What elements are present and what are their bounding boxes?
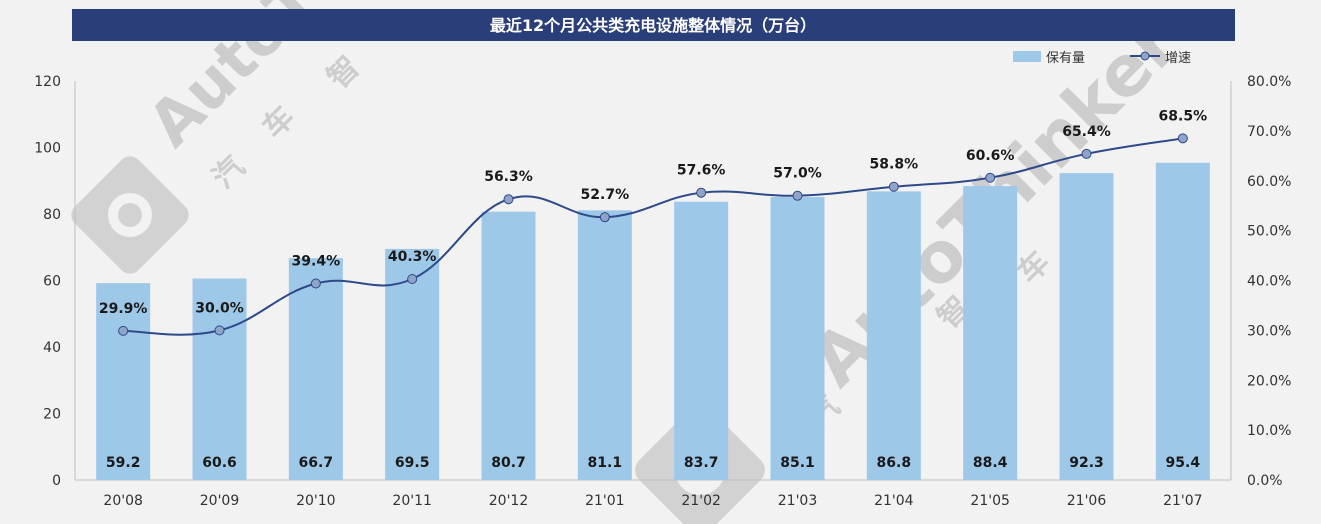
bar-value-label: 80.7 [491, 455, 526, 471]
bar-value-label: 95.4 [1166, 455, 1201, 471]
plot-area: 0 20 40 60 80 100 120 0.0% 10.0% 20.0% 30.0% 40.0% 5… [34, 74, 1291, 509]
bar-value-label: 66.7 [299, 455, 334, 471]
bar [866, 191, 921, 480]
watermark-cn-2: 车 [256, 100, 302, 146]
watermark-cn-3: 智 [321, 50, 367, 96]
x-tick-label: 21'04 [874, 493, 914, 509]
x-tick-label: 21'02 [681, 493, 720, 509]
growth-point [407, 274, 418, 285]
growth-value-label: 30.0% [195, 300, 244, 316]
y-tick-label: 120 [34, 74, 61, 90]
x-tick-label: 21'03 [778, 493, 817, 509]
chart-title: 最近12个月公共类充电设施整体情况（万台） [490, 16, 816, 35]
y2-tick-label: 60.0% [1247, 174, 1291, 190]
growth-point [503, 194, 514, 205]
y-tick-label: 100 [34, 141, 61, 157]
bar-value-label: 86.8 [877, 455, 912, 471]
bar [770, 197, 825, 481]
growth-point [118, 325, 129, 336]
y-tick-label: 40 [43, 340, 61, 356]
legend-line-marker [1140, 51, 1150, 61]
bar-value-label: 60.6 [202, 455, 237, 471]
bar [674, 201, 729, 480]
growth-point [599, 212, 610, 223]
bar-value-label: 69.5 [395, 455, 430, 471]
x-tick-label: 21'05 [970, 493, 1009, 509]
bar [1155, 162, 1210, 481]
legend-line-label: 增速 [1165, 51, 1191, 66]
y2-tick-label: 20.0% [1247, 373, 1291, 389]
y-tick-label: 0 [52, 473, 61, 489]
growth-value-label: 56.3% [484, 169, 533, 185]
growth-point [1081, 148, 1092, 159]
growth-point [214, 325, 225, 336]
legend: 保有量 增速 [1013, 51, 1191, 66]
bar-value-label: 81.1 [588, 455, 623, 471]
growth-point [888, 181, 899, 192]
y-tick-label: 80 [43, 207, 61, 223]
growth-value-label: 57.6% [677, 163, 726, 179]
bar [1059, 173, 1114, 481]
growth-value-label: 57.0% [773, 166, 822, 182]
y2-tick-label: 80.0% [1247, 74, 1291, 90]
growth-value-label: 40.3% [388, 249, 437, 265]
growth-point [792, 190, 803, 201]
x-tick-label: 20'08 [103, 493, 142, 509]
bar [192, 278, 247, 480]
growth-point [985, 172, 996, 183]
y2-tick-label: 10.0% [1247, 423, 1291, 439]
growth-value-label: 60.6% [966, 148, 1015, 164]
y2-tick-label: 30.0% [1247, 323, 1291, 339]
growth-point [310, 278, 321, 289]
bar-value-label: 88.4 [973, 455, 1008, 471]
x-tick-label: 20'09 [200, 493, 239, 509]
legend-bar-swatch [1013, 51, 1041, 62]
bar-value-label: 83.7 [684, 455, 719, 471]
x-tick-label: 20'12 [489, 493, 528, 509]
bar-value-label: 85.1 [780, 455, 815, 471]
growth-point [1177, 133, 1188, 144]
x-tick-label: 20'11 [392, 493, 431, 509]
bar [385, 248, 440, 480]
bar [288, 258, 343, 480]
bar [963, 186, 1018, 480]
watermark-cn-1: 汽 [206, 150, 252, 196]
growth-value-label: 68.5% [1159, 108, 1208, 124]
bar [96, 283, 151, 480]
x-tick-label: 21'07 [1163, 493, 1202, 509]
growth-value-label: 39.4% [292, 253, 341, 269]
y2-tick-label: 0.0% [1247, 473, 1283, 489]
watermark-cn-6: 车 [1011, 245, 1057, 291]
bar-value-label: 59.2 [106, 455, 141, 471]
bar [577, 210, 632, 480]
growth-value-label: 29.9% [99, 301, 148, 317]
x-tick-label: 20'10 [296, 493, 335, 509]
x-tick-label: 21'01 [585, 493, 624, 509]
growth-point [696, 187, 707, 198]
growth-value-label: 65.4% [1062, 124, 1111, 140]
y-tick-label: 20 [43, 407, 61, 423]
growth-value-label: 58.8% [870, 157, 919, 173]
title-bar [72, 9, 1235, 41]
bar [481, 211, 536, 481]
x-tick-label: 21'06 [1067, 493, 1107, 509]
legend-bar-label: 保有量 [1046, 51, 1085, 66]
y-tick-label: 60 [43, 274, 61, 290]
y2-tick-label: 40.0% [1247, 274, 1291, 290]
growth-value-label: 52.7% [581, 187, 630, 203]
bar-value-label: 92.3 [1069, 455, 1104, 471]
y2-tick-label: 70.0% [1247, 124, 1291, 140]
y2-tick-label: 50.0% [1247, 224, 1291, 240]
